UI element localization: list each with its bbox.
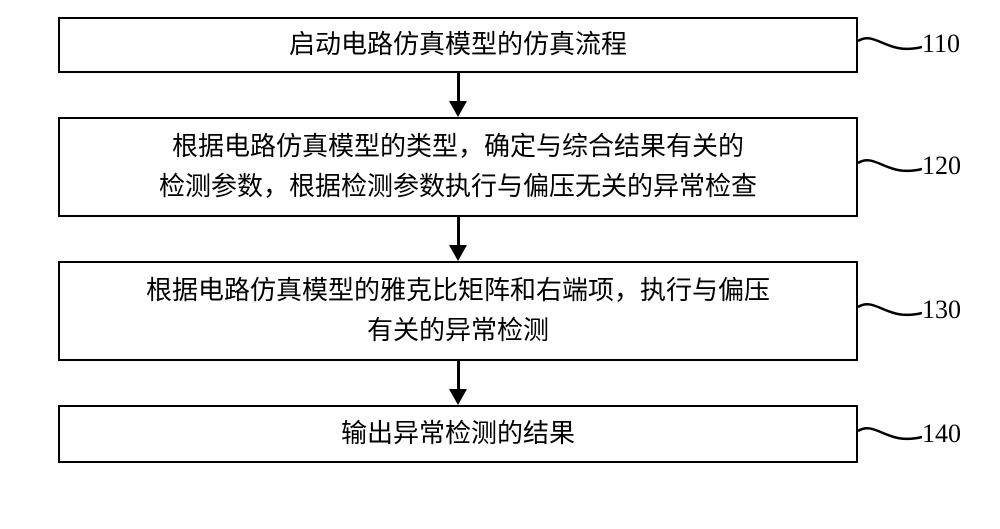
arrow-head: [449, 245, 467, 261]
flow-node-1: 启动电路仿真模型的仿真流程: [58, 17, 858, 73]
arrow-head: [449, 101, 467, 117]
step-label-120: 120: [922, 151, 961, 181]
flow-node-4: 输出异常检测的结果: [58, 405, 858, 463]
flow-node-text: 启动电路仿真模型的仿真流程: [289, 25, 627, 65]
flow-node-text: 根据电路仿真模型的类型，确定与综合结果有关的 检测参数，根据检测参数执行与偏压无…: [159, 127, 757, 208]
arrow-shaft: [457, 361, 460, 389]
tilde-connector: [858, 32, 922, 58]
arrow-shaft: [457, 73, 460, 101]
tilde-connector: [858, 154, 922, 180]
flow-node-3: 根据电路仿真模型的雅克比矩阵和右端项，执行与偏压 有关的异常检测: [58, 261, 858, 361]
tilde-connector: [858, 422, 922, 448]
flowchart-stage: 启动电路仿真模型的仿真流程根据电路仿真模型的类型，确定与综合结果有关的 检测参数…: [0, 0, 1000, 529]
arrow-head: [449, 389, 467, 405]
flow-node-text: 输出异常检测的结果: [341, 414, 575, 454]
tilde-connector: [858, 298, 922, 324]
step-label-140: 140: [922, 419, 961, 449]
flow-node-2: 根据电路仿真模型的类型，确定与综合结果有关的 检测参数，根据检测参数执行与偏压无…: [58, 117, 858, 217]
flow-node-text: 根据电路仿真模型的雅克比矩阵和右端项，执行与偏压 有关的异常检测: [146, 271, 770, 352]
arrow-shaft: [457, 217, 460, 245]
step-label-110: 110: [922, 29, 960, 59]
step-label-130: 130: [922, 295, 961, 325]
